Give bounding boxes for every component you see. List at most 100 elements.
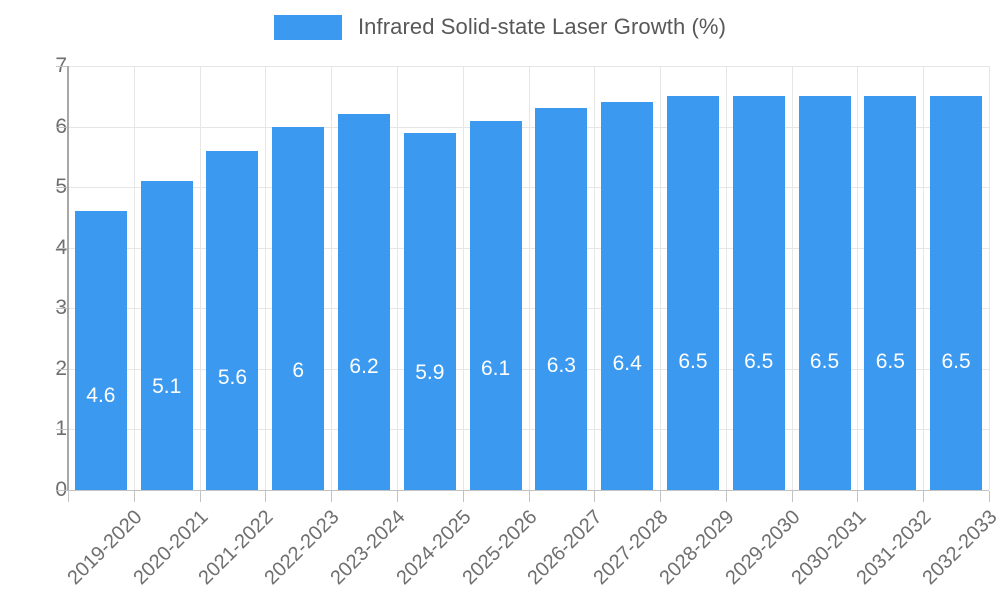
bar[interactable] xyxy=(469,120,522,490)
gridline-vertical xyxy=(923,66,924,490)
bar-value-label: 6.5 xyxy=(941,349,971,373)
x-tick-mark xyxy=(594,491,595,502)
y-axis: 0 1 2 3 4 5 6 7 xyxy=(0,54,67,501)
bar[interactable] xyxy=(272,126,325,490)
gridline-vertical xyxy=(792,66,793,490)
bar-slot: 6.4 xyxy=(594,66,660,490)
bar-slot: 6.2 xyxy=(331,66,397,490)
y-tick-mark xyxy=(56,66,67,67)
bar-slot: 6.5 xyxy=(726,66,792,490)
bar-slot: 6.1 xyxy=(463,66,529,490)
y-tick-label: 5 xyxy=(11,175,67,199)
y-tick-mark xyxy=(56,126,67,128)
x-tick-mark xyxy=(989,491,990,502)
bar-value-label: 6.4 xyxy=(612,351,642,375)
bar-slot: 6.5 xyxy=(923,66,989,490)
bar-value-label: 6.5 xyxy=(809,349,840,373)
y-tick-label: 6 xyxy=(11,115,67,139)
bar-value-label: 5.9 xyxy=(415,360,445,384)
gridline-horizontal xyxy=(68,247,989,249)
bar[interactable] xyxy=(601,102,654,490)
gridline-vertical xyxy=(989,66,990,490)
bar-value-label: 5.1 xyxy=(152,375,182,399)
y-tick-label: 3 xyxy=(11,296,67,320)
chart-legend: Infrared Solid-state Laser Growth (%) xyxy=(0,0,1000,54)
gridline-vertical xyxy=(857,66,858,490)
gridline-horizontal xyxy=(68,66,989,67)
y-tick-mark xyxy=(56,368,67,370)
bar-value-label: 6.5 xyxy=(678,349,708,373)
y-tick-label: 1 xyxy=(11,417,67,441)
bar[interactable] xyxy=(535,108,588,490)
bar[interactable] xyxy=(206,150,259,490)
x-axis-labels: 2019-2020 2020-2021 2021-2022 2022-2023 2023… xyxy=(63,504,1000,600)
x-tick-mark xyxy=(463,491,464,502)
gridline-vertical xyxy=(134,66,135,490)
y-tick-mark xyxy=(56,247,67,249)
bar-slot: 6.3 xyxy=(529,66,595,490)
bar[interactable] xyxy=(798,96,851,490)
bar-slot: 6.5 xyxy=(660,66,726,490)
bar-slot: 5.9 xyxy=(397,66,463,490)
bar-value-label: 6.2 xyxy=(349,355,379,379)
bar-value-label: 6.5 xyxy=(875,349,905,373)
gridline-vertical xyxy=(200,66,201,490)
x-tick-mark xyxy=(68,491,69,502)
gridline-horizontal xyxy=(68,429,989,431)
legend-label: Infrared Solid-state Laser Growth (%) xyxy=(357,14,727,39)
legend-color-swatch xyxy=(273,14,342,40)
x-tick-mark xyxy=(792,491,793,502)
bar[interactable] xyxy=(666,96,719,490)
x-tick-mark xyxy=(529,491,530,502)
gridline-vertical xyxy=(726,66,727,490)
bar[interactable] xyxy=(864,96,917,490)
bar[interactable] xyxy=(930,96,983,490)
bar[interactable] xyxy=(403,132,456,490)
x-axis-ticks xyxy=(68,491,990,503)
x-tick-mark xyxy=(857,491,858,502)
bar-value-label: 6 xyxy=(292,358,305,382)
bar-value-label: 6.5 xyxy=(744,349,774,373)
gridline-vertical xyxy=(463,66,464,490)
y-tick-mark xyxy=(56,429,67,431)
x-tick-mark xyxy=(726,491,727,502)
gridline-horizontal xyxy=(68,126,989,128)
y-tick-label: 7 xyxy=(11,54,67,78)
bar-slot: 4.6 xyxy=(68,66,134,490)
bar[interactable] xyxy=(74,211,127,490)
bar-value-label: 4.6 xyxy=(86,384,116,408)
bar[interactable] xyxy=(140,181,193,490)
y-tick-mark xyxy=(56,308,67,310)
x-tick-mark xyxy=(923,491,924,502)
x-tick-mark xyxy=(200,491,201,502)
y-tick-label: 2 xyxy=(11,357,67,381)
gridline-vertical xyxy=(265,66,266,490)
gridline-vertical xyxy=(331,66,332,490)
x-tick-mark xyxy=(331,491,332,502)
gridline-horizontal xyxy=(68,368,989,370)
x-tick-mark xyxy=(397,491,398,502)
y-tick-label: 0 xyxy=(11,478,67,502)
bar-value-label: 6.3 xyxy=(546,353,576,377)
y-tick-label: 4 xyxy=(11,236,67,260)
y-tick-mark xyxy=(56,187,67,189)
gridline-vertical xyxy=(529,66,530,490)
gridline-vertical xyxy=(397,66,398,490)
x-axis-line xyxy=(56,490,989,491)
gridline-horizontal xyxy=(68,308,989,310)
bar-slot: 6.5 xyxy=(857,66,923,490)
bar[interactable] xyxy=(338,114,391,490)
bar-slot: 6.5 xyxy=(792,66,858,490)
legend-item[interactable]: Infrared Solid-state Laser Growth (%) xyxy=(273,14,727,40)
bars-layer: 4.6 5.1 5.6 6 6.2 5.9 6.1 6.3 6.4 6.5 6.5 6.5 6.5 6.5 xyxy=(68,66,989,490)
bar-slot: 5.6 xyxy=(200,66,266,490)
gridline-horizontal xyxy=(68,187,989,189)
bar[interactable] xyxy=(732,96,785,490)
x-tick-mark xyxy=(134,491,135,502)
gridline-vertical xyxy=(660,66,661,490)
y-axis-line xyxy=(67,66,69,491)
bar-value-label: 5.6 xyxy=(217,366,248,390)
bar-slot: 6 xyxy=(265,66,331,490)
x-tick-mark xyxy=(265,491,266,502)
